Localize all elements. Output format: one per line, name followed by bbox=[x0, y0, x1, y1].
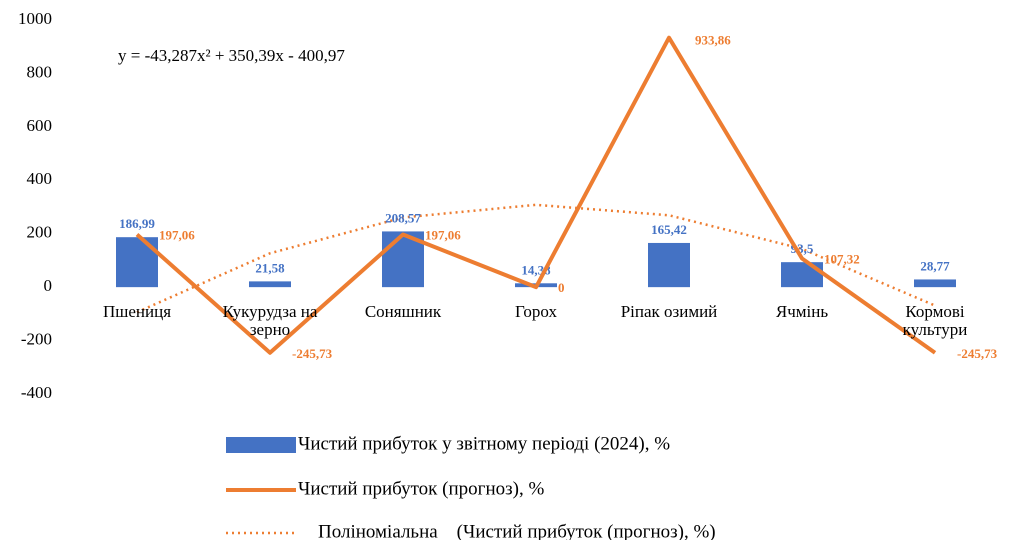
data-label: -245,73 bbox=[292, 346, 333, 361]
data-label: 933,86 bbox=[695, 33, 731, 48]
bar bbox=[648, 242, 690, 288]
bar bbox=[249, 281, 291, 288]
y-tick-label: 200 bbox=[27, 223, 53, 242]
data-label: 197,06 bbox=[159, 227, 195, 242]
y-tick-label: 0 bbox=[44, 276, 53, 295]
y-tick-label: 1000 bbox=[18, 9, 52, 28]
y-tick-label: 400 bbox=[27, 169, 53, 188]
x-tick-label: Горох bbox=[515, 302, 557, 322]
y-tick-label: -400 bbox=[21, 383, 52, 402]
data-label: 0 bbox=[558, 280, 565, 295]
data-label: 107,32 bbox=[824, 251, 860, 266]
legend-label: Поліноміальна (Чистий прибуток (прогноз)… bbox=[318, 521, 716, 540]
data-label: 21,58 bbox=[255, 260, 285, 275]
data-label: 197,06 bbox=[425, 227, 461, 242]
x-tick-label: Кормові культури bbox=[902, 302, 968, 340]
bar bbox=[781, 262, 823, 288]
bar bbox=[914, 279, 956, 288]
bar bbox=[116, 237, 158, 288]
trend-equation: y = -43,287x² + 350,39x - 400,97 bbox=[118, 46, 345, 65]
x-tick-label: Ячмінь bbox=[775, 302, 829, 322]
line bbox=[135, 35, 937, 355]
data-label: 28,77 bbox=[920, 258, 950, 273]
trend-line bbox=[136, 203, 936, 314]
y-tick-label: -200 bbox=[21, 329, 52, 348]
x-tick-label: Ріпак озимий bbox=[620, 302, 718, 322]
x-tick-label: Соняшник bbox=[364, 302, 442, 322]
data-label: 186,99 bbox=[119, 216, 155, 231]
y-tick-label: 600 bbox=[27, 116, 53, 135]
y-tick-label: 800 bbox=[27, 62, 53, 81]
x-tick-label: Пшениця bbox=[102, 302, 172, 322]
data-label: 165,42 bbox=[651, 222, 687, 237]
legend-label: Чистий прибуток у звітному періоді (2024… bbox=[298, 433, 670, 454]
x-tick-label: Кукурудза на зерно bbox=[222, 302, 318, 340]
data-label: 208,57 bbox=[385, 210, 421, 225]
legend-label: Чистий прибуток (прогноз), % bbox=[298, 478, 544, 499]
data-label: -245,73 bbox=[957, 346, 998, 361]
legend-swatch bbox=[226, 437, 296, 453]
